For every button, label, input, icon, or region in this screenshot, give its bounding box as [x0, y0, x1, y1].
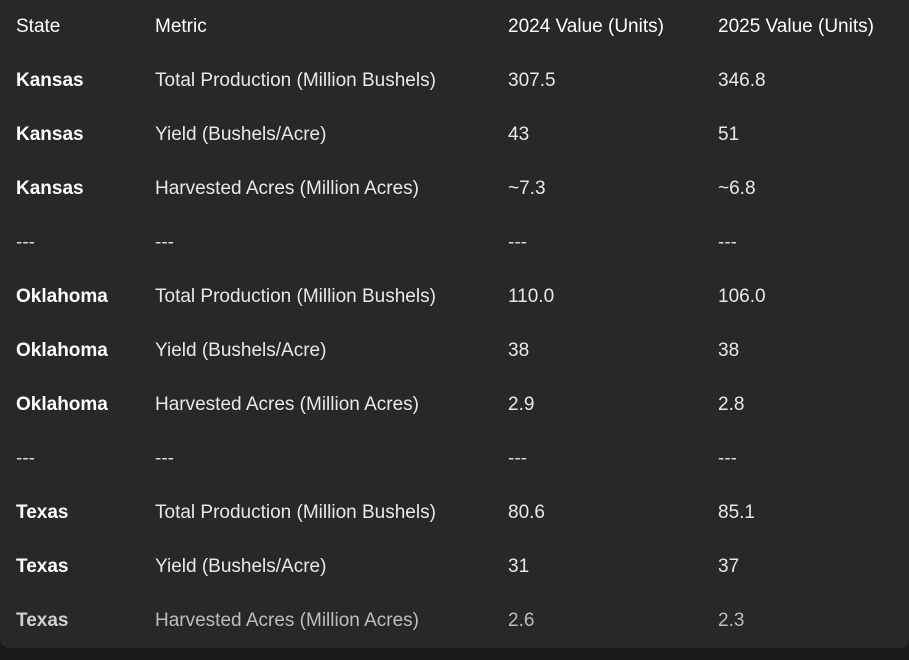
- table-row: Oklahoma Yield (Bushels/Acre) 38 38: [0, 324, 909, 378]
- column-header-2025-value: 2025 Value (Units): [718, 16, 874, 37]
- state-cell: Texas: [16, 502, 69, 523]
- state-cell: Oklahoma: [16, 394, 108, 415]
- value-2025-cell: ~6.8: [718, 178, 756, 199]
- state-cell: Kansas: [16, 178, 84, 199]
- state-cell: Texas: [16, 610, 69, 631]
- value-2024-cell: 38: [508, 340, 530, 361]
- state-cell: Kansas: [16, 70, 84, 91]
- table-row: Texas Total Production (Million Bushels)…: [0, 486, 909, 540]
- table-row: Kansas Harvested Acres (Million Acres) ~…: [0, 162, 909, 216]
- metric-cell: Total Production (Million Bushels): [155, 286, 436, 307]
- state-cell: Oklahoma: [16, 286, 108, 307]
- metric-cell: Total Production (Million Bushels): [155, 70, 436, 91]
- separator-row: --- --- --- ---: [0, 216, 909, 270]
- separator-row: --- --- --- ---: [0, 432, 909, 486]
- value-2024-cell: 110.0: [508, 286, 555, 307]
- value-2025-cell: 2.3: [718, 610, 745, 631]
- value-2024-cell: 80.6: [508, 502, 545, 523]
- state-cell: Kansas: [16, 124, 84, 145]
- value-2024-cell: ~7.3: [508, 178, 546, 199]
- separator-cell: ---: [16, 232, 35, 253]
- separator-cell: ---: [718, 448, 737, 469]
- table-row: Oklahoma Harvested Acres (Million Acres)…: [0, 378, 909, 432]
- value-2025-cell: 2.8: [718, 394, 745, 415]
- column-header-state: State: [16, 16, 61, 37]
- state-cell: Texas: [16, 556, 69, 577]
- value-2025-cell: 37: [718, 556, 740, 577]
- metric-cell: Total Production (Million Bushels): [155, 502, 436, 523]
- metric-cell: Harvested Acres (Million Acres): [155, 610, 419, 631]
- value-2024-cell: 43: [508, 124, 530, 145]
- metric-cell: Yield (Bushels/Acre): [155, 556, 327, 577]
- separator-cell: ---: [508, 448, 527, 469]
- value-2025-cell: 51: [718, 124, 740, 145]
- value-2025-cell: 346.8: [718, 70, 766, 91]
- metric-cell: Harvested Acres (Million Acres): [155, 394, 419, 415]
- column-header-metric: Metric: [155, 16, 207, 37]
- table-row: Kansas Yield (Bushels/Acre) 43 51: [0, 108, 909, 162]
- separator-cell: ---: [718, 232, 737, 253]
- metric-cell: Yield (Bushels/Acre): [155, 124, 327, 145]
- metric-cell: Harvested Acres (Million Acres): [155, 178, 419, 199]
- value-2024-cell: 31: [508, 556, 530, 577]
- value-2025-cell: 106.0: [718, 286, 766, 307]
- separator-cell: ---: [155, 232, 174, 253]
- table-header-row: State Metric 2024 Value (Units) 2025 Val…: [0, 0, 909, 54]
- table-row: Texas Yield (Bushels/Acre) 31 37: [0, 540, 909, 594]
- separator-cell: ---: [508, 232, 527, 253]
- metric-cell: Yield (Bushels/Acre): [155, 340, 327, 361]
- table-row: Texas Harvested Acres (Million Acres) 2.…: [0, 594, 909, 648]
- value-2024-cell: 307.5: [508, 70, 556, 91]
- table-row: Oklahoma Total Production (Million Bushe…: [0, 270, 909, 324]
- column-header-2024-value: 2024 Value (Units): [508, 16, 664, 37]
- value-2025-cell: 38: [718, 340, 740, 361]
- separator-cell: ---: [155, 448, 174, 469]
- value-2025-cell: 85.1: [718, 502, 755, 523]
- value-2024-cell: 2.9: [508, 394, 535, 415]
- table-row: Kansas Total Production (Million Bushels…: [0, 54, 909, 108]
- value-2024-cell: 2.6: [508, 610, 535, 631]
- separator-cell: ---: [16, 448, 35, 469]
- state-cell: Oklahoma: [16, 340, 108, 361]
